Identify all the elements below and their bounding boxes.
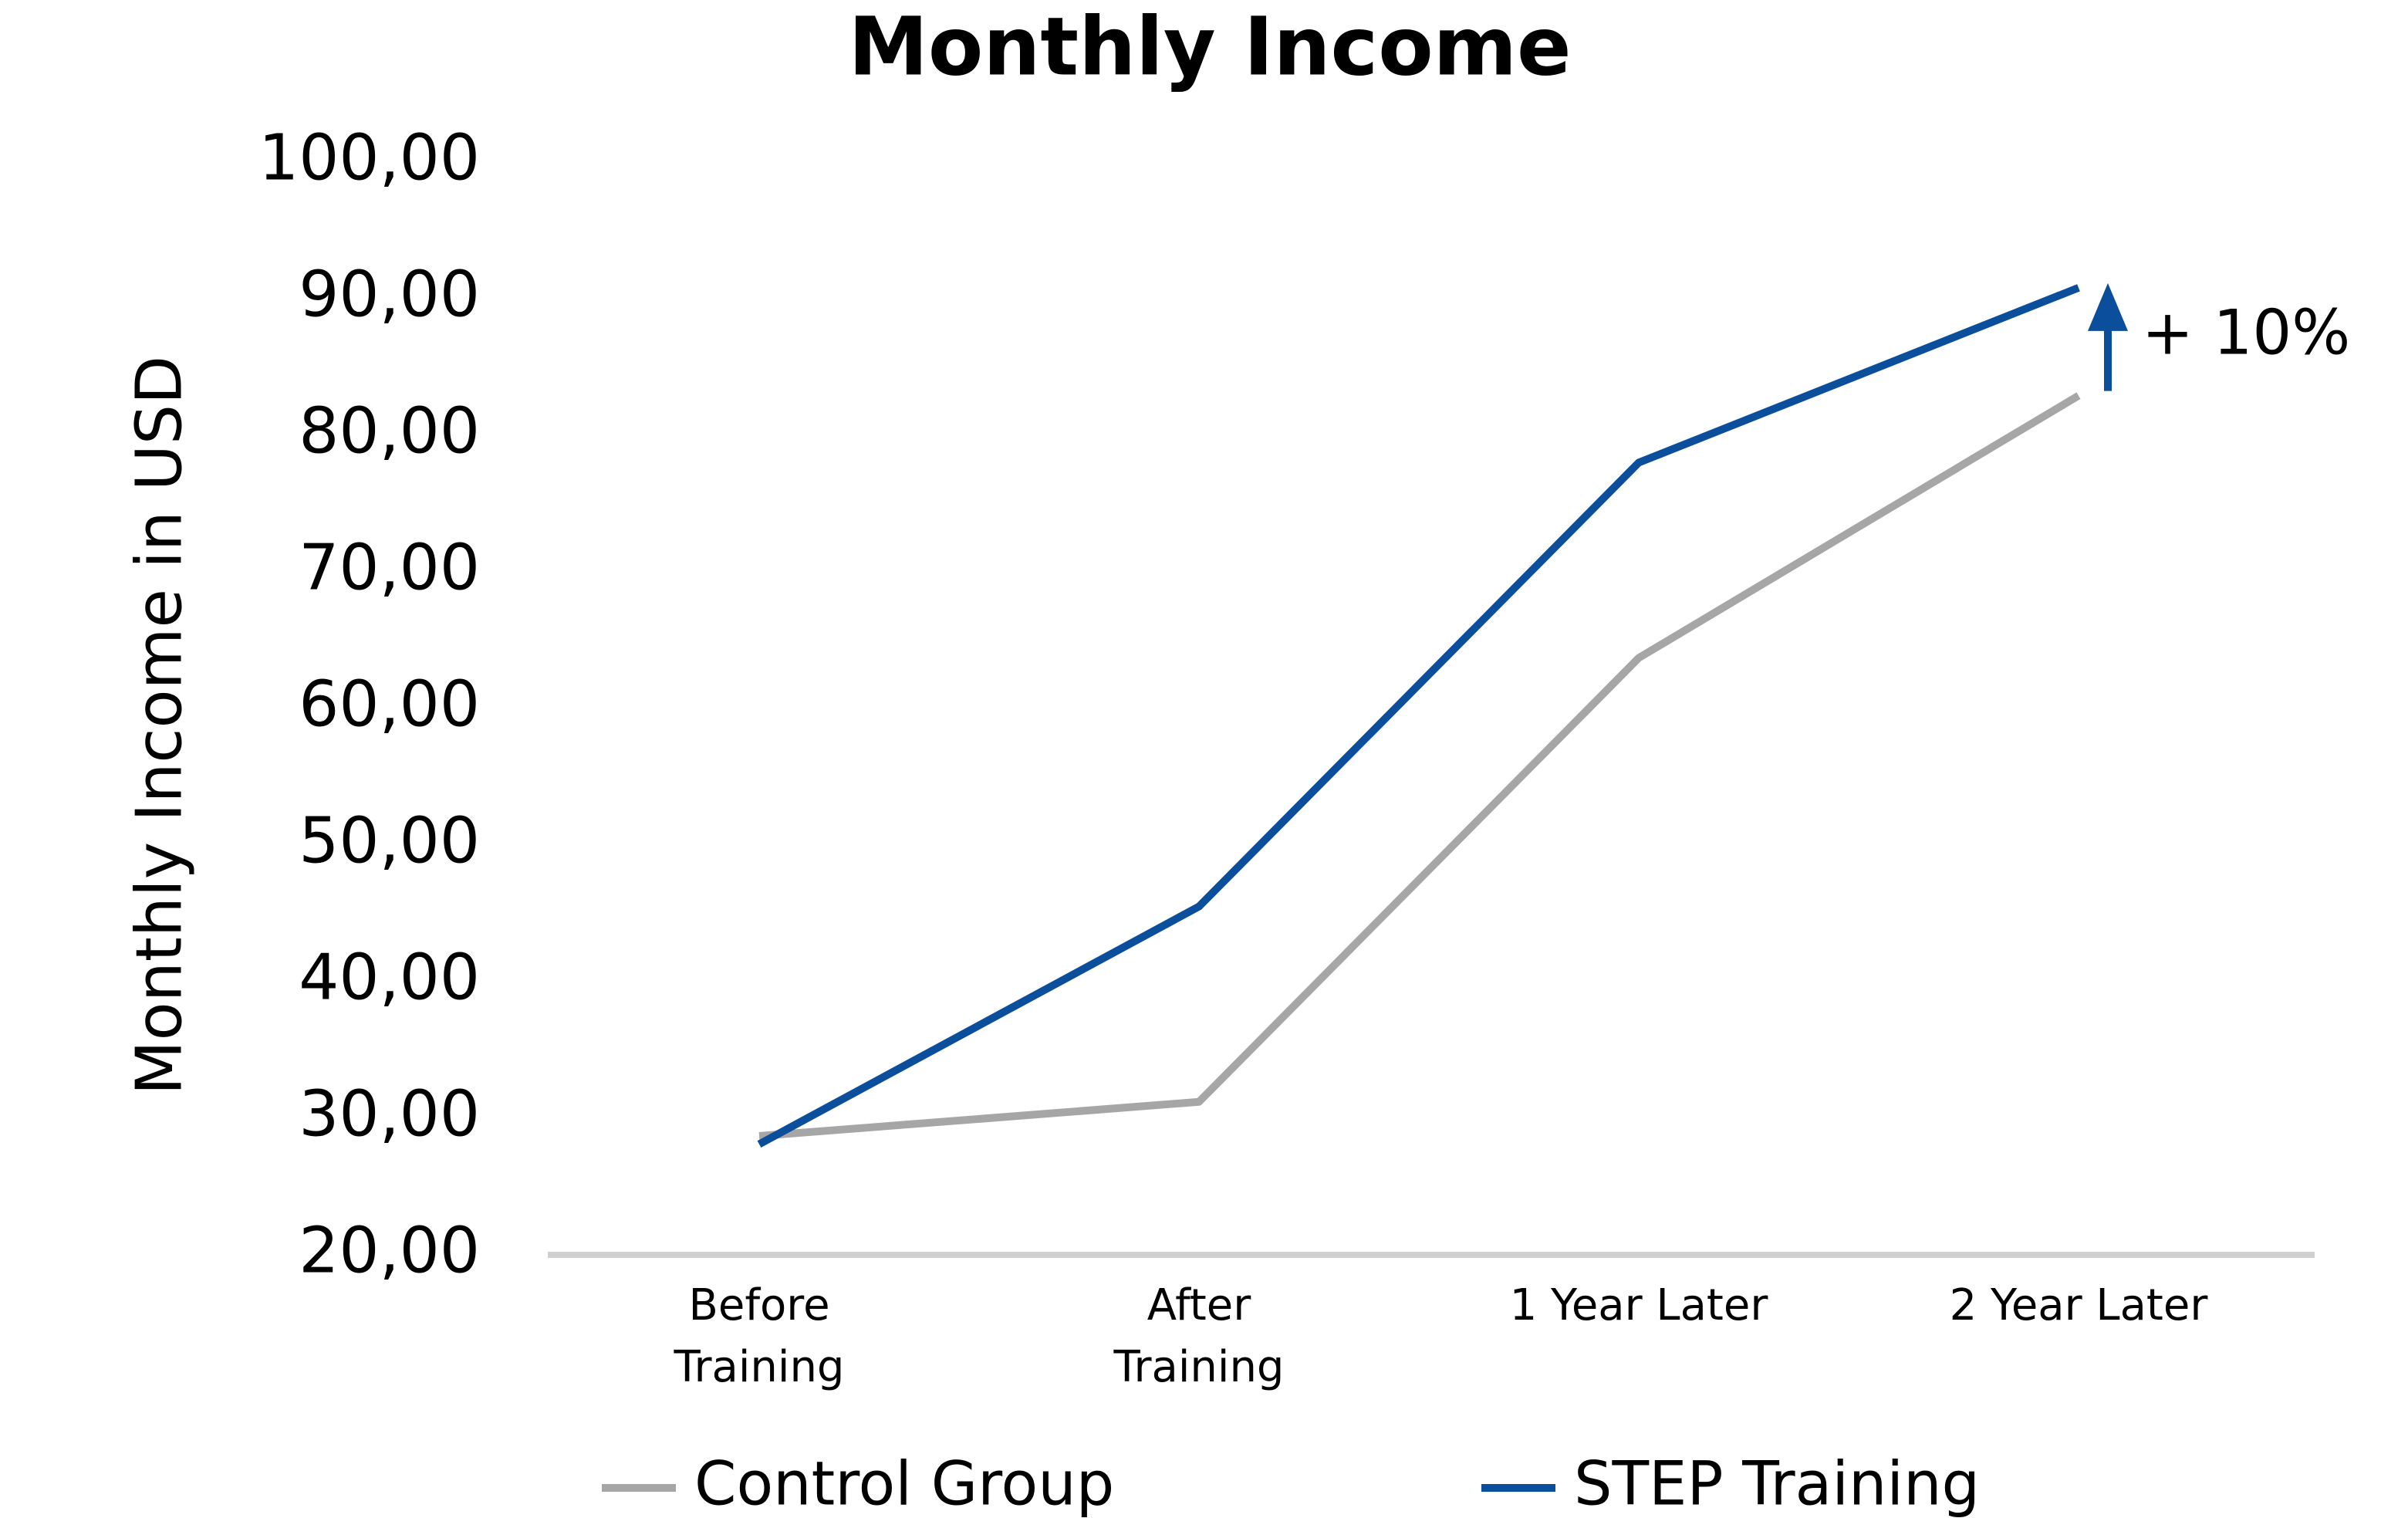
x-tick-label: 1 Year Later (1509, 1280, 1768, 1330)
y-tick-label: 80,00 (299, 394, 480, 468)
y-tick-label: 50,00 (299, 804, 480, 877)
y-tick-label: 90,00 (299, 258, 480, 331)
x-tick-label: Before Training (674, 1280, 845, 1392)
x-tick-label: 2 Year Later (1949, 1280, 2208, 1330)
y-tick-label: 100,00 (258, 121, 480, 194)
chart-title: Monthly Income (848, 0, 1571, 93)
y-tick-label: 60,00 (299, 668, 480, 741)
legend-label: STEP Training (1574, 1449, 1980, 1518)
y-tick-label: 30,00 (299, 1077, 480, 1151)
y-tick-label: 70,00 (299, 531, 480, 604)
legend-label: Control Group (694, 1449, 1114, 1518)
y-tick-label: 40,00 (299, 941, 480, 1014)
annotation-arrowhead (2088, 282, 2128, 331)
annotation: + 10% (2142, 297, 2350, 369)
x-tick-label: After Training (1113, 1280, 1285, 1392)
series-line (757, 284, 2080, 1148)
y-axis-title: Monthly Income in USD (123, 356, 196, 1095)
y-tick-label: 20,00 (299, 1214, 480, 1287)
series-line (758, 392, 2081, 1140)
